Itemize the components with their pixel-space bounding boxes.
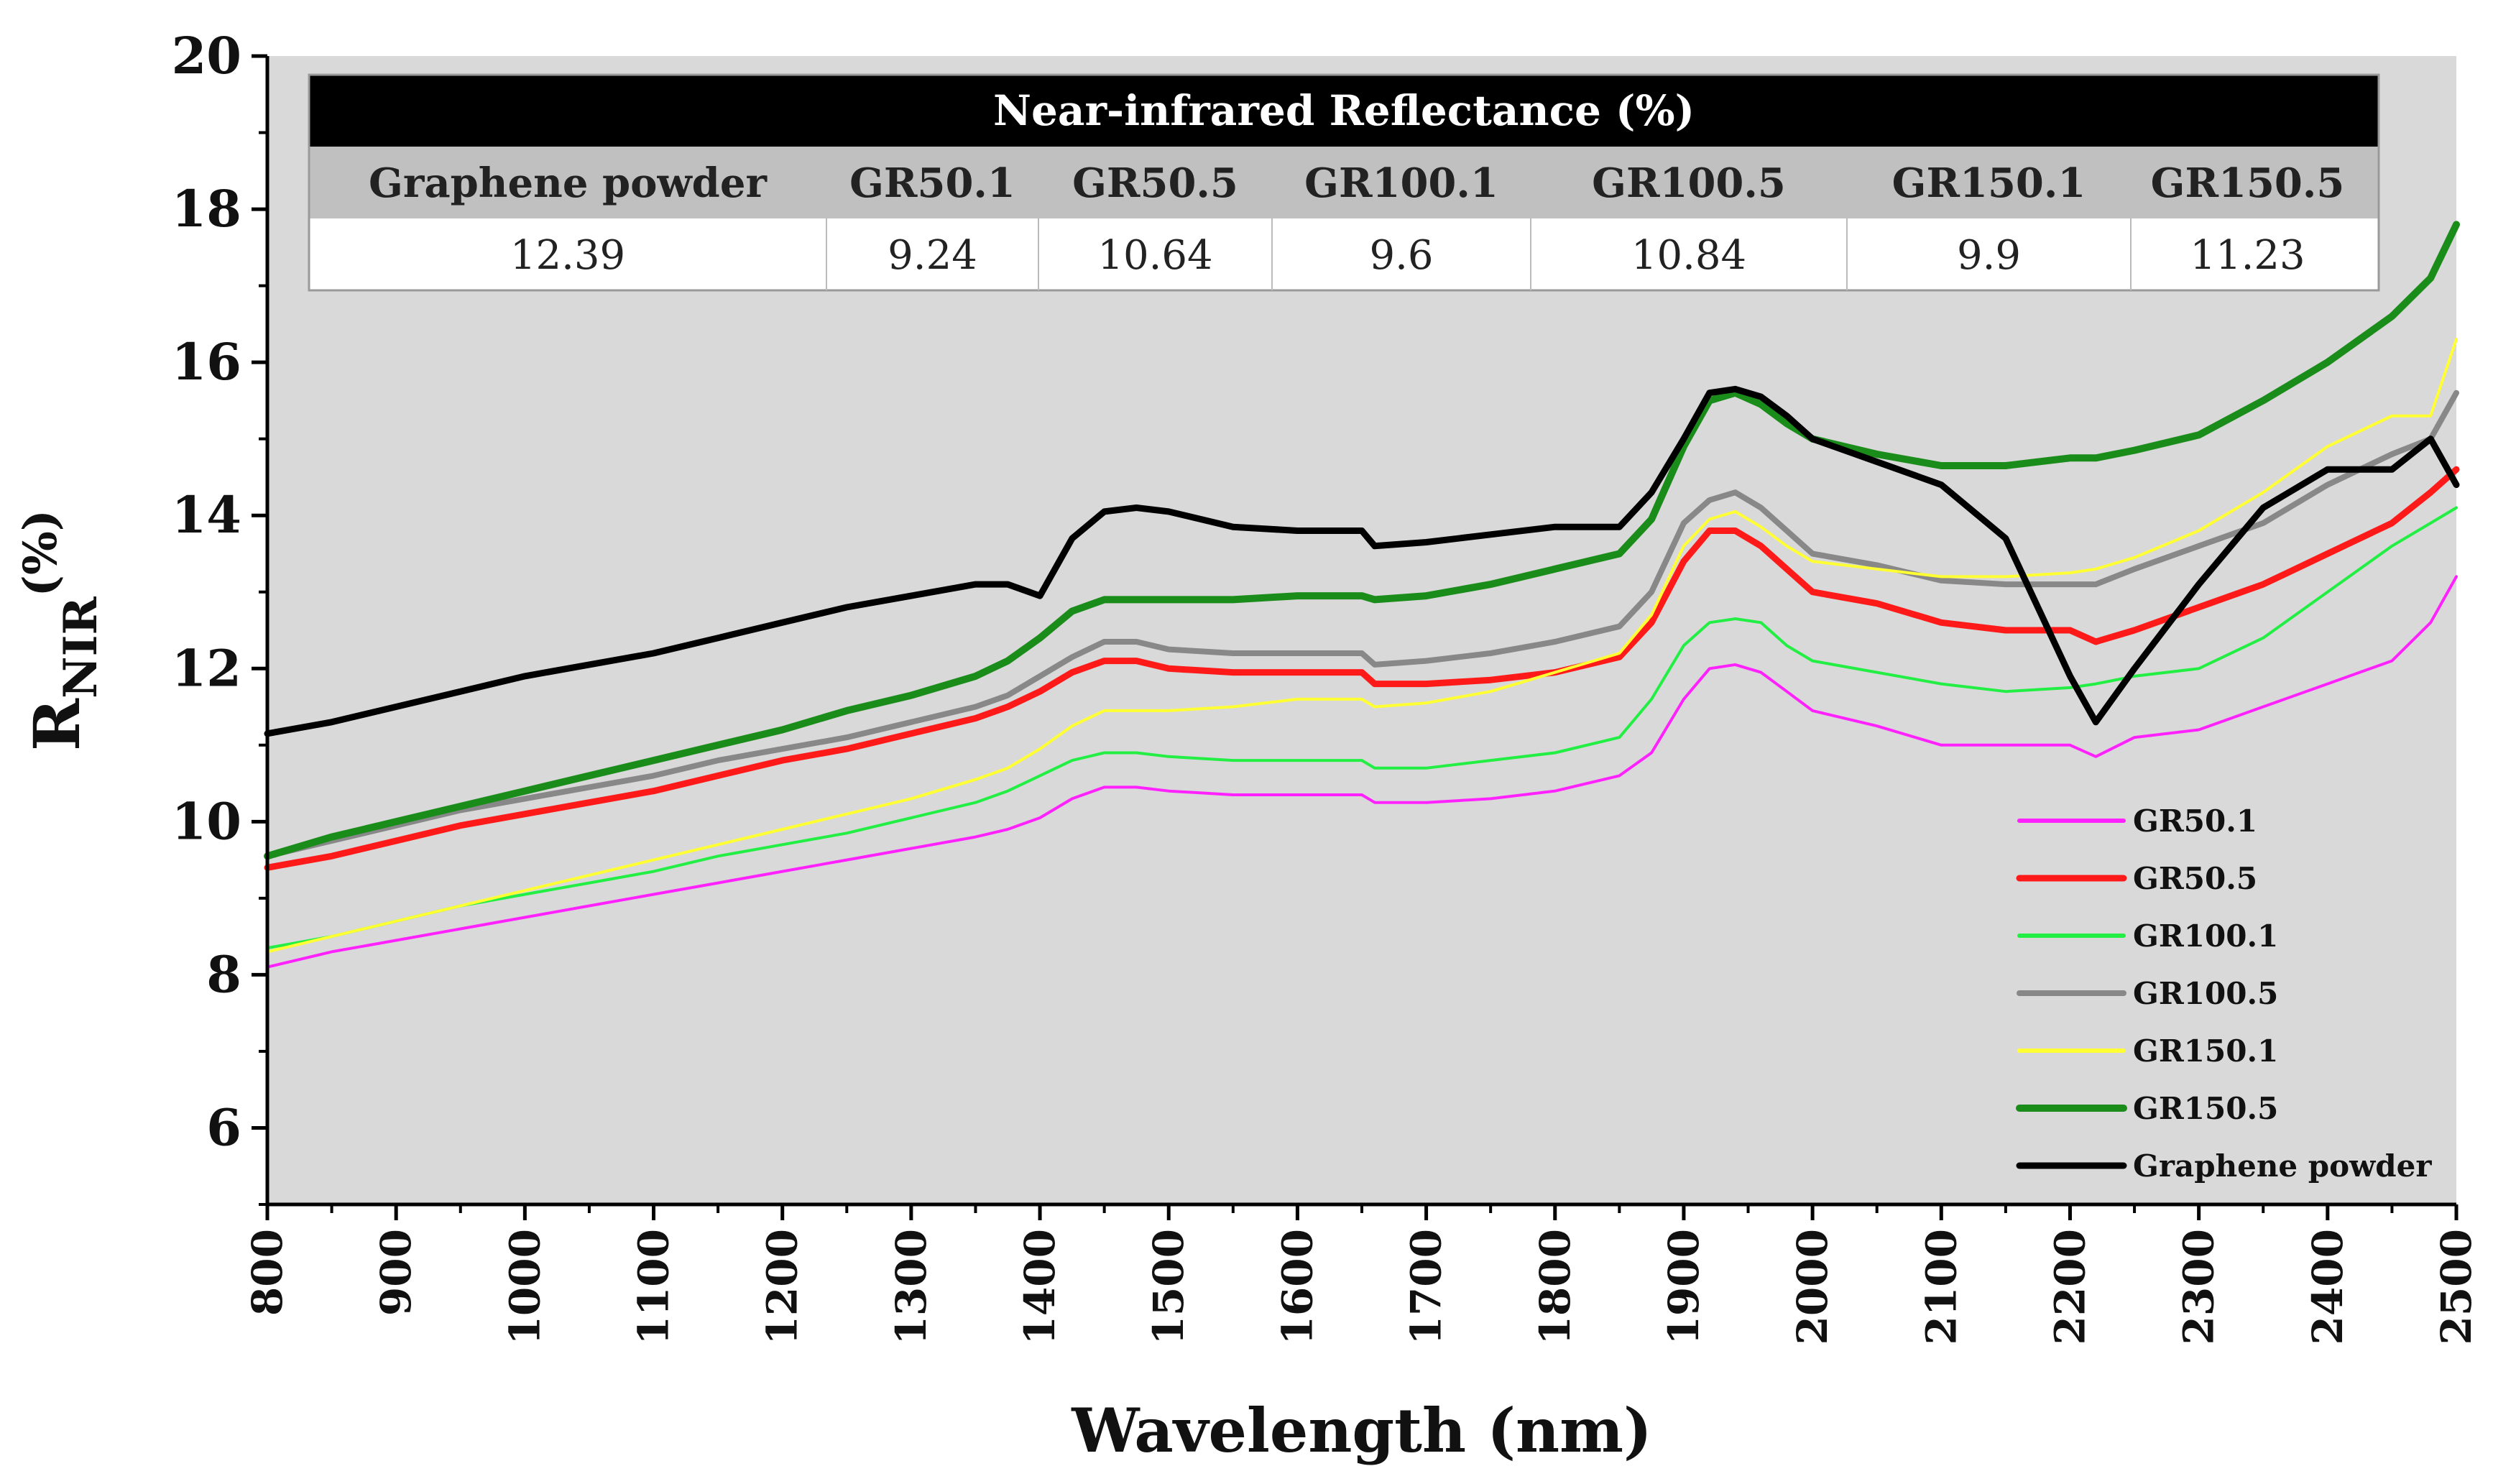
table-title-bar — [309, 75, 2379, 147]
y-tick-label: 8 — [206, 944, 241, 1004]
series-line-1 — [264, 466, 2460, 871]
table-value-cell: 9.9 — [1957, 232, 2021, 279]
y-axis-title: RNIR(%) — [14, 510, 108, 751]
table-title: Near-infrared Reflectance (%) — [993, 86, 1695, 135]
y-tick-label: 18 — [172, 179, 241, 239]
y-tick-label: 10 — [172, 791, 241, 851]
table-header-cell: GR100.5 — [1592, 160, 1786, 207]
table-value-cell: 10.84 — [1631, 232, 1746, 279]
series-line-4 — [266, 338, 2458, 954]
y-ticks: 6 8 10 12 14 16 18 20 — [172, 26, 267, 1206]
legend-label-5: GR150.5 — [2133, 1091, 2278, 1126]
legend-label-1: GR50.5 — [2133, 861, 2257, 896]
series-line-6 — [264, 385, 2460, 737]
reflectance-table: Near-infrared Reflectance (%) Graphene p… — [308, 73, 2380, 292]
series-line-5 — [264, 221, 2460, 860]
legend-label-2: GR100.1 — [2133, 918, 2278, 954]
y-tick-label: 6 — [206, 1097, 241, 1157]
table-header-row — [309, 147, 2379, 218]
x-tick-label: 1200 — [758, 1229, 807, 1345]
x-tick-label: 2400 — [2303, 1229, 2352, 1345]
x-tick-label: 1300 — [887, 1229, 936, 1345]
table-header-cell: Graphene powder — [369, 160, 768, 207]
legend-label-6: Graphene powder — [2133, 1148, 2432, 1184]
series-line-0 — [266, 575, 2458, 969]
y-tick-label: 16 — [172, 332, 241, 392]
table-value-row — [309, 218, 2379, 290]
x-tick-label: 2100 — [1917, 1229, 1966, 1345]
x-ticks: 800 900 1000 1100 1200 1300 1400 1500 1600 1700 18… — [243, 1204, 2481, 1345]
x-axis-title: Wavelength (nm) — [1071, 1395, 1651, 1466]
table-header-cell: GR150.5 — [2151, 160, 2345, 207]
y-axis-title-sub: NIR — [54, 596, 108, 698]
x-tick-label: 1500 — [1144, 1229, 1193, 1345]
x-tick-label: 2300 — [2175, 1229, 2224, 1345]
legend: GR50.1 GR50.5 GR100.1 GR100.5 GR150.1 GR150.5… — [2016, 803, 2432, 1184]
series-line-2 — [266, 506, 2458, 950]
table-value-cell: 12.39 — [510, 232, 625, 279]
table-header-cell: GR100.1 — [1304, 160, 1498, 207]
table-value-cell: 9.6 — [1369, 232, 1433, 279]
x-tick-label: 1400 — [1015, 1229, 1064, 1345]
y-axis-title-sup: (%) — [14, 510, 68, 596]
x-tick-label: 1900 — [1659, 1229, 1708, 1345]
x-tick-label: 1100 — [630, 1229, 678, 1345]
table-value-cell: 10.64 — [1097, 232, 1212, 279]
y-tick-label: 12 — [172, 638, 241, 698]
series-line-3 — [264, 390, 2459, 859]
legend-label-0: GR50.1 — [2133, 803, 2257, 839]
y-tick-label: 14 — [172, 485, 241, 545]
x-tick-label: 900 — [372, 1229, 420, 1316]
x-tick-label: 1800 — [1531, 1229, 1580, 1345]
legend-label-4: GR150.1 — [2133, 1033, 2278, 1069]
x-tick-label: 1000 — [500, 1229, 549, 1345]
x-tick-label: 1600 — [1273, 1229, 1322, 1345]
x-tick-label: 2500 — [2432, 1229, 2481, 1345]
y-axis-title-main: R — [19, 698, 94, 751]
table-header-cell: GR150.1 — [1892, 160, 2086, 207]
x-tick-label: 2200 — [2045, 1229, 2094, 1345]
table-value-cell: 11.23 — [2190, 232, 2305, 279]
x-tick-label: 1700 — [1402, 1229, 1451, 1345]
table-cells: Graphene powder 12.39 GR50.1 9.24 GR50.5 10.6… — [369, 160, 2344, 290]
table-value-cell: 9.24 — [888, 232, 977, 279]
table-header-cell: GR50.1 — [849, 160, 1015, 207]
legend-label-3: GR100.5 — [2133, 976, 2278, 1011]
table-border — [308, 73, 2380, 292]
table-header-cell: GR50.5 — [1072, 160, 1238, 207]
series-layer — [264, 221, 2460, 969]
y-tick-label: 20 — [172, 26, 241, 86]
x-tick-label: 800 — [243, 1229, 292, 1316]
x-tick-label: 2000 — [1788, 1229, 1837, 1345]
